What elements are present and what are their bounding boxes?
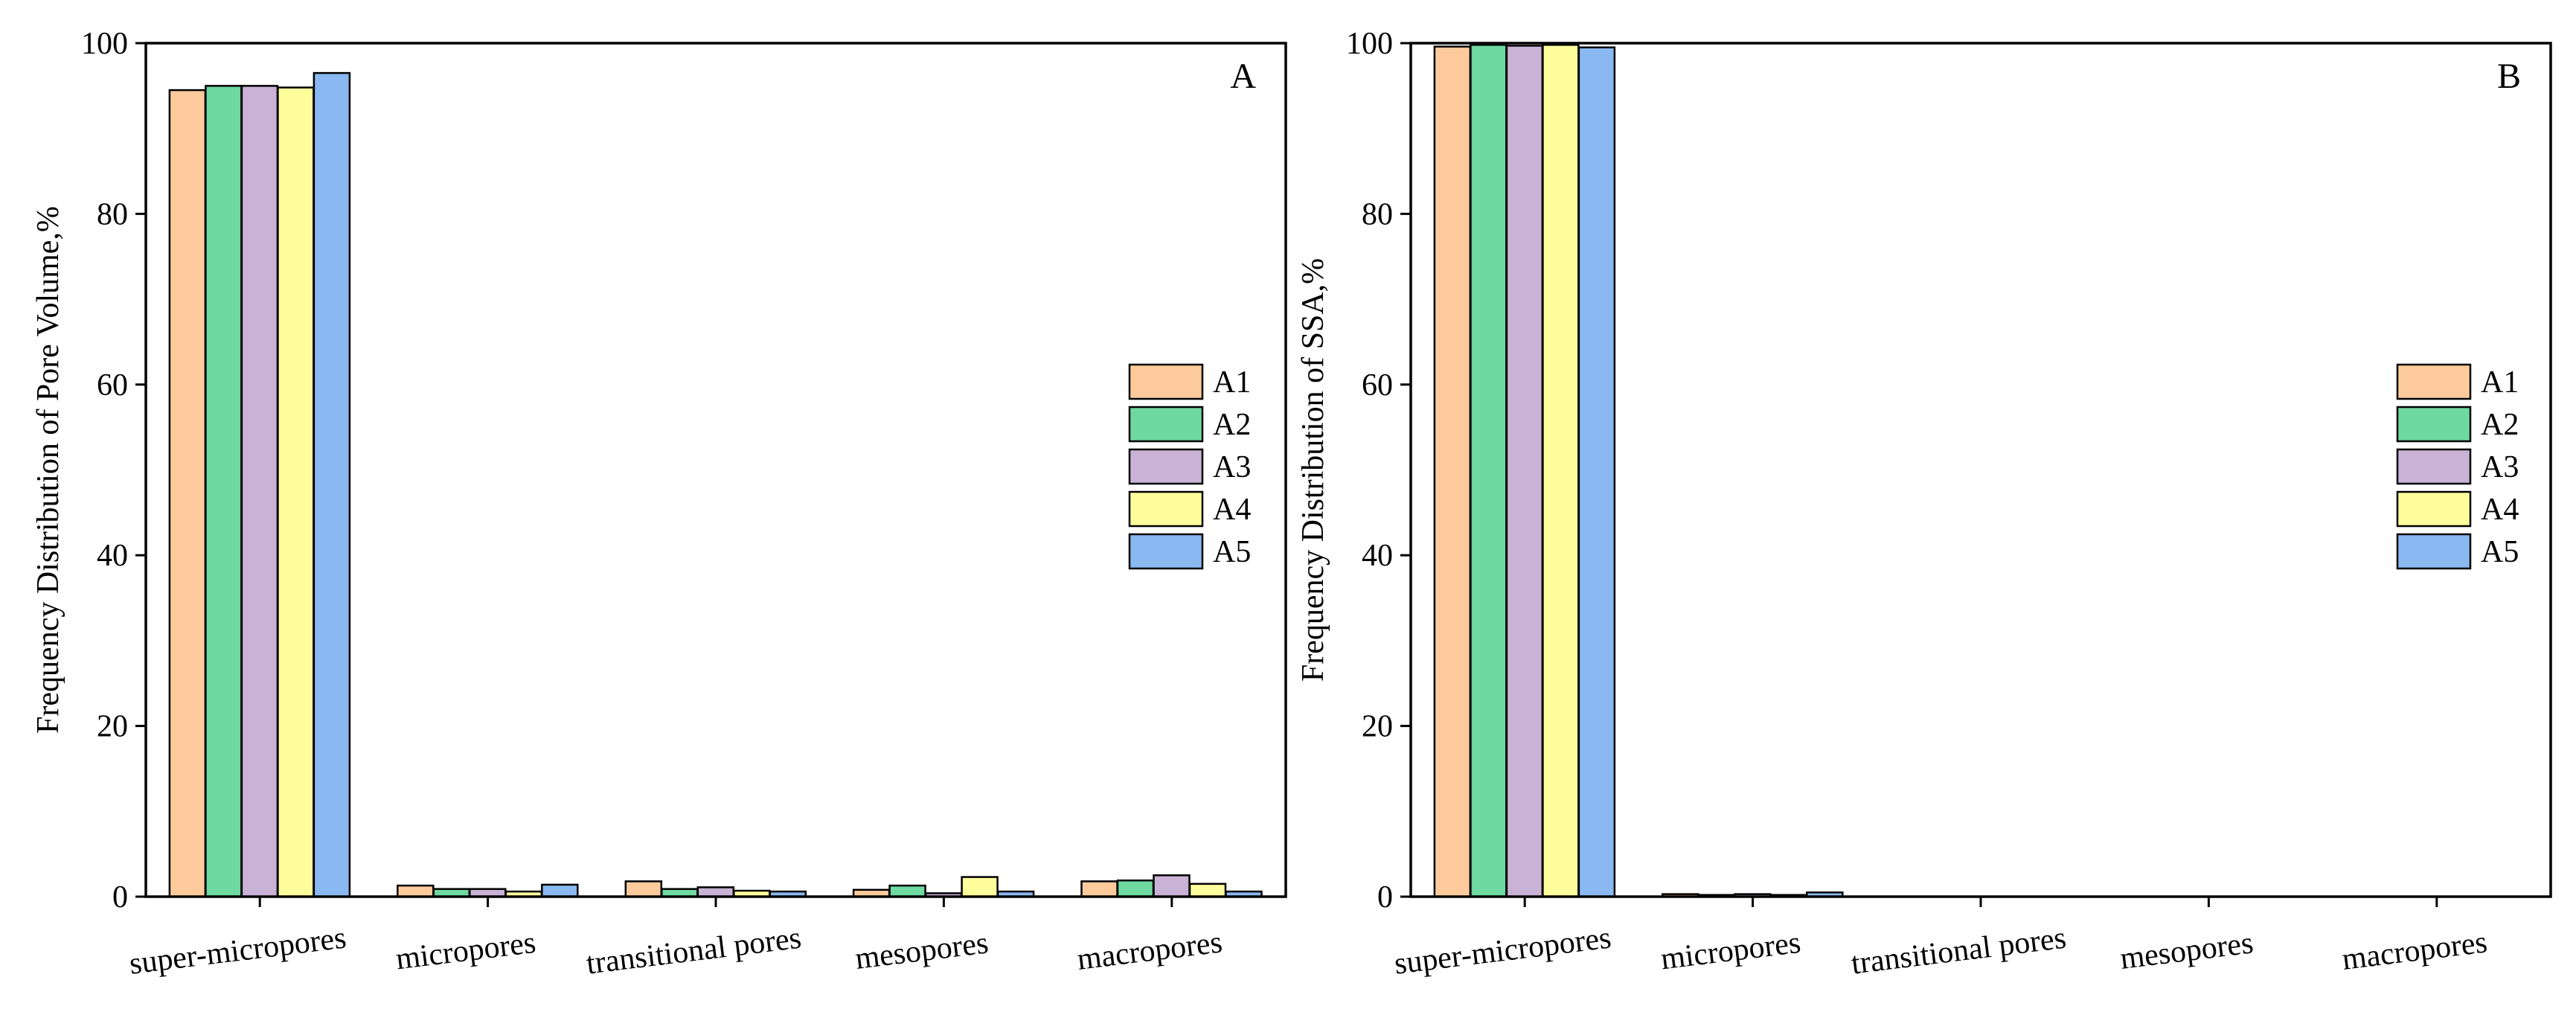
y-tick-label: 60 — [1362, 368, 1393, 403]
y-tick-label: 80 — [1362, 197, 1393, 231]
y-tick-label: 0 — [1377, 880, 1393, 915]
panel-label: A — [1230, 57, 1256, 96]
legend-swatch-a4 — [2396, 490, 2472, 528]
x-category-label: super-micropores — [127, 920, 347, 981]
bar-a4-super-micropores — [1542, 44, 1580, 898]
y-tick-label: 20 — [1362, 710, 1393, 744]
y-tick-label: 40 — [97, 539, 128, 573]
legend-label-a1: A1 — [1213, 365, 1251, 400]
legend-label-a4: A4 — [2481, 493, 2519, 527]
bar-a4-mesopores — [961, 876, 999, 898]
bar-a1-micropores — [397, 884, 435, 898]
chart-panel-b: 0 20 40 60 80 100 super-micropores micropores tr… — [1296, 27, 2552, 981]
legend: A1 A2 A3 A4 A5 — [2396, 363, 2519, 570]
bar-a1-macropores — [1080, 880, 1118, 898]
y-axis-title: Frequency Distribution of SSA,% — [1296, 258, 1330, 682]
x-category-label: micropores — [394, 926, 537, 977]
legend-swatch-a2 — [1128, 406, 1204, 443]
legend-swatch-a4 — [1128, 490, 1204, 528]
bar-a2-super-micropores — [1470, 44, 1508, 898]
bar-a5-super-micropores — [313, 71, 351, 898]
legend-label-a2: A2 — [2481, 408, 2519, 442]
x-category-label: transitional pores — [1849, 921, 2068, 981]
y-tick-label: 80 — [97, 197, 128, 231]
legend-swatch-a3 — [2396, 448, 2472, 485]
bar-a2-mesopores — [888, 884, 926, 898]
legend-swatch-a1 — [2396, 363, 2472, 400]
bar-a4-macropores — [1188, 883, 1227, 898]
y-tick-label: 60 — [97, 368, 128, 403]
x-category-label: macropores — [2340, 925, 2489, 977]
x-category-label: mesopores — [2118, 926, 2255, 976]
legend-swatch-a1 — [1128, 363, 1204, 400]
chart-panel-a: 0 20 40 60 80 100 super-micropores micropores tr… — [31, 27, 1287, 981]
legend-label-a3: A3 — [2481, 450, 2519, 484]
legend-label-a3: A3 — [1213, 450, 1251, 484]
legend-label-a5: A5 — [1213, 535, 1251, 569]
bar-a1-transitional-pores — [624, 880, 663, 898]
bar-a1-super-micropores — [168, 89, 207, 898]
panel-label: B — [2497, 57, 2521, 96]
bar-a5-super-micropores — [1577, 46, 1616, 898]
bar-a3-super-micropores — [240, 85, 279, 898]
bar-a1-super-micropores — [1433, 45, 1472, 898]
bar-a4-super-micropores — [277, 86, 315, 898]
y-axis-title: Frequency Distribution of Pore Volume,% — [31, 206, 65, 734]
y-tick-label: 100 — [1346, 27, 1393, 61]
x-category-label: super-micropores — [1392, 920, 1612, 981]
bar-a3-transitional-pores — [696, 886, 735, 898]
x-category-label: mesopores — [853, 926, 990, 976]
legend-swatch-a5 — [1128, 533, 1204, 570]
legend: A1 A2 A3 A4 A5 — [1128, 363, 1251, 570]
y-tick-label: 20 — [97, 710, 128, 744]
legend-label-a2: A2 — [1213, 408, 1251, 442]
bar-a5-micropores — [541, 883, 579, 898]
x-category-label: micropores — [1659, 926, 1802, 977]
bar-a3-macropores — [1153, 874, 1191, 898]
y-tick-label: 100 — [81, 27, 128, 61]
legend-label-a4: A4 — [1213, 493, 1251, 527]
legend-swatch-a3 — [1128, 448, 1204, 485]
legend-label-a1: A1 — [2481, 365, 2519, 400]
x-category-label: macropores — [1075, 925, 1224, 977]
legend-label-a5: A5 — [2481, 535, 2519, 569]
legend-swatch-a2 — [2396, 406, 2472, 443]
bar-a3-super-micropores — [1505, 45, 1544, 898]
legend-swatch-a5 — [2396, 533, 2472, 570]
bar-a2-super-micropores — [205, 85, 243, 898]
y-tick-label: 0 — [112, 880, 128, 915]
bar-a2-macropores — [1116, 879, 1155, 898]
x-category-label: transitional pores — [584, 921, 803, 981]
y-tick-label: 40 — [1362, 539, 1393, 573]
